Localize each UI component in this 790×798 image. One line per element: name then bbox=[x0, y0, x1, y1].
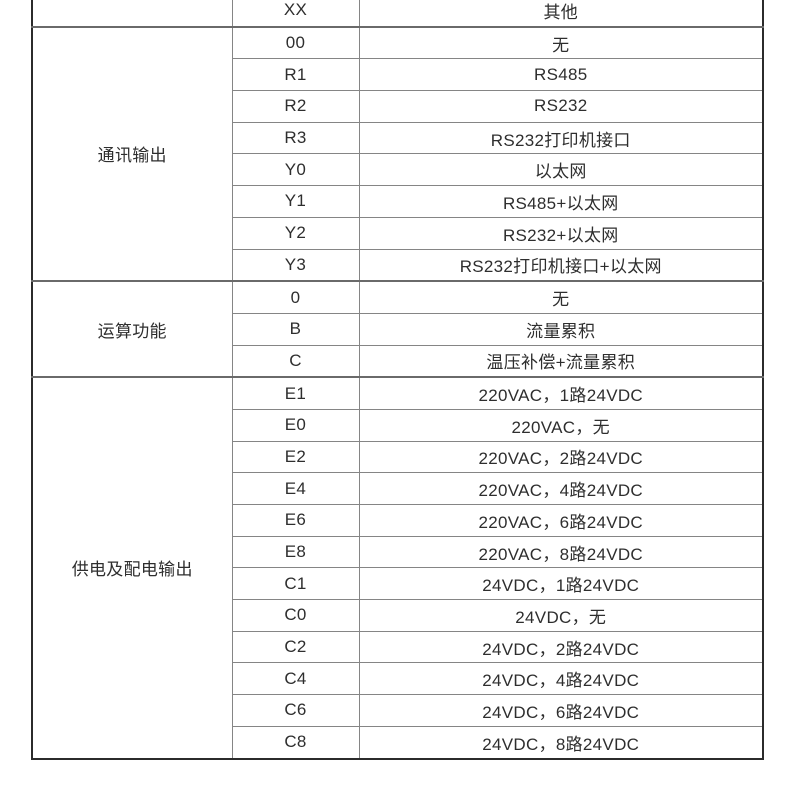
table-row: R3 RS232打印机接口 bbox=[32, 121, 764, 155]
cell-code: C bbox=[231, 344, 360, 378]
cell-description: RS485+以太网 bbox=[358, 185, 764, 218]
cell-code: Y3 bbox=[231, 248, 360, 282]
cell-code: R1 bbox=[231, 58, 360, 92]
table-row: C1 24VDC，1路24VDC bbox=[32, 567, 764, 601]
cell-category: 运算功能 bbox=[31, 280, 233, 378]
cell-description: 无 bbox=[358, 25, 764, 60]
cell-category: 供电及配电输出 bbox=[31, 376, 233, 760]
spec-table: XX 其他 通讯输出 00 无 R1 RS485 R2 RS232 R3 RS232打印机接口 Y0 以… bbox=[31, 0, 764, 760]
cell-code: 00 bbox=[231, 25, 360, 60]
table-row: 供电及配电输出 E1 220VAC，1路24VDC bbox=[31, 376, 764, 760]
table-row: C4 24VDC，4路24VDC bbox=[32, 662, 764, 696]
cell-code: E2 bbox=[231, 440, 360, 474]
cell-description: RS232 bbox=[358, 90, 764, 123]
table-row: R1 RS485 bbox=[32, 58, 764, 92]
table-row: E0 220VAC，无 bbox=[32, 408, 764, 442]
cell-description: 220VAC，6路24VDC bbox=[358, 504, 764, 537]
cell-description: 温压补偿+流量累积 bbox=[358, 344, 764, 378]
cell-description: 220VAC，4路24VDC bbox=[358, 472, 764, 505]
cell-code: R2 bbox=[231, 90, 360, 123]
cell-description: 220VAC，无 bbox=[358, 408, 764, 442]
table-row: B 流量累积 bbox=[32, 312, 764, 346]
cell-code: Y1 bbox=[231, 185, 360, 218]
cell-description: RS232打印机接口 bbox=[358, 121, 764, 155]
table-row: C 温压补偿+流量累积 bbox=[32, 344, 764, 378]
cell-description: 24VDC，6路24VDC bbox=[358, 694, 764, 727]
cell-code: B bbox=[231, 312, 360, 346]
cell-code: 0 bbox=[231, 280, 360, 314]
cell-code: Y2 bbox=[231, 216, 360, 250]
table-row: 通讯输出 00 无 bbox=[31, 25, 764, 282]
table-row: Y3 RS232打印机接口+以太网 bbox=[32, 248, 764, 282]
cell-description: RS232+以太网 bbox=[358, 216, 764, 250]
cell-description: RS485 bbox=[358, 58, 764, 92]
cell-code: E8 bbox=[231, 535, 360, 569]
cell-description: 220VAC，2路24VDC bbox=[358, 440, 764, 474]
cell-code: C0 bbox=[231, 599, 360, 632]
cell-code: C2 bbox=[231, 630, 360, 664]
cell-code: E1 bbox=[231, 376, 360, 410]
table-row: Y1 RS485+以太网 bbox=[32, 185, 764, 218]
cell-description: RS232打印机接口+以太网 bbox=[358, 248, 764, 282]
cell-description: 流量累积 bbox=[358, 312, 764, 346]
cell-description: 220VAC，8路24VDC bbox=[358, 535, 764, 569]
cell-category: 通讯输出 bbox=[31, 25, 233, 282]
cell-code: C8 bbox=[231, 725, 360, 760]
cell-description: 220VAC，1路24VDC bbox=[358, 376, 764, 410]
cell-description: 24VDC，4路24VDC bbox=[358, 662, 764, 696]
cell-description: 24VDC，8路24VDC bbox=[358, 725, 764, 760]
table-row: E4 220VAC，4路24VDC bbox=[32, 472, 764, 505]
cell-code: C4 bbox=[231, 662, 360, 696]
cell-code: R3 bbox=[231, 121, 360, 155]
cell-description: 24VDC，无 bbox=[358, 599, 764, 632]
table-row: 运算功能 0 无 bbox=[31, 280, 764, 378]
cell-code: E6 bbox=[231, 504, 360, 537]
cell-description: 其他 bbox=[358, 0, 764, 28]
cell-description: 以太网 bbox=[358, 153, 764, 187]
cell-code: E4 bbox=[231, 472, 360, 505]
cell-code: C1 bbox=[231, 567, 360, 601]
table-row: Y2 RS232+以太网 bbox=[32, 216, 764, 250]
cell-description: 24VDC，1路24VDC bbox=[358, 567, 764, 601]
table-row: C6 24VDC，6路24VDC bbox=[32, 694, 764, 727]
cell-category bbox=[31, 0, 233, 28]
spec-table-body: XX 其他 通讯输出 00 无 R1 RS485 R2 RS232 R3 RS232打印机接口 Y0 以… bbox=[31, 0, 764, 760]
cell-description: 无 bbox=[358, 280, 764, 314]
cell-code: E0 bbox=[231, 408, 360, 442]
table-row: XX 其他 bbox=[31, 0, 764, 28]
cell-code: C6 bbox=[231, 694, 360, 727]
table-row: R2 RS232 bbox=[32, 90, 764, 123]
cell-code: Y0 bbox=[231, 153, 360, 187]
table-row: Y0 以太网 bbox=[32, 153, 764, 187]
cell-code: XX bbox=[231, 0, 360, 28]
cell-description: 24VDC，2路24VDC bbox=[358, 630, 764, 664]
table-row: C8 24VDC，8路24VDC bbox=[32, 725, 764, 760]
